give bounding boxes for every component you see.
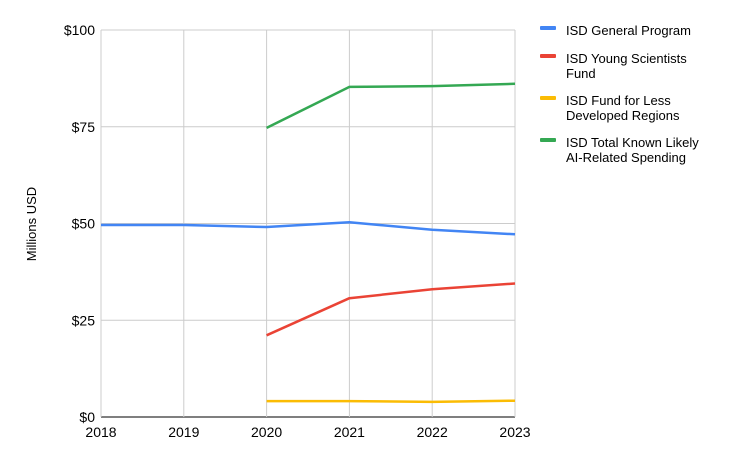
legend-swatch	[540, 26, 556, 30]
legend-label: ISD General Program	[566, 23, 691, 38]
y-tick-label: $100	[64, 22, 95, 38]
y-tick-label: $25	[72, 312, 96, 328]
y-axis-label: Millions USD	[24, 187, 39, 261]
series-line-4	[266, 82, 516, 130]
legend-label: ISD Fund for Less	[566, 93, 671, 108]
y-axis-ticks: $0 $25 $50 $75 $100	[64, 22, 95, 425]
x-tick-label: 2022	[417, 424, 448, 440]
x-tick-label: 2020	[251, 424, 282, 440]
x-axis-ticks: 2018 2019 2020 2021 2022 2023	[85, 424, 530, 440]
legend-label: Developed Regions	[566, 108, 680, 123]
x-tick-label: 2018	[85, 424, 116, 440]
series-line-2	[266, 282, 516, 337]
legend-label: AI-Related Spending	[566, 150, 686, 165]
legend: ISD General Program ISD Young ScientistsF…	[540, 23, 699, 165]
series-line-3	[266, 399, 516, 404]
legend-item: ISD General Program	[540, 23, 691, 38]
legend-swatch	[540, 54, 556, 58]
legend-label: Fund	[566, 66, 596, 81]
series-lines	[101, 82, 516, 404]
legend-label: ISD Total Known Likely	[566, 135, 699, 150]
series-line-1	[101, 221, 516, 236]
x-tick-label: 2021	[334, 424, 365, 440]
legend-swatch	[540, 138, 556, 142]
y-tick-label: $0	[79, 409, 95, 425]
x-tick-label: 2019	[168, 424, 199, 440]
y-tick-label: $50	[72, 216, 96, 232]
y-tick-label: $75	[72, 119, 96, 135]
x-tick-label: 2023	[499, 424, 530, 440]
legend-swatch	[540, 96, 556, 100]
legend-label: ISD Young Scientists	[566, 51, 687, 66]
